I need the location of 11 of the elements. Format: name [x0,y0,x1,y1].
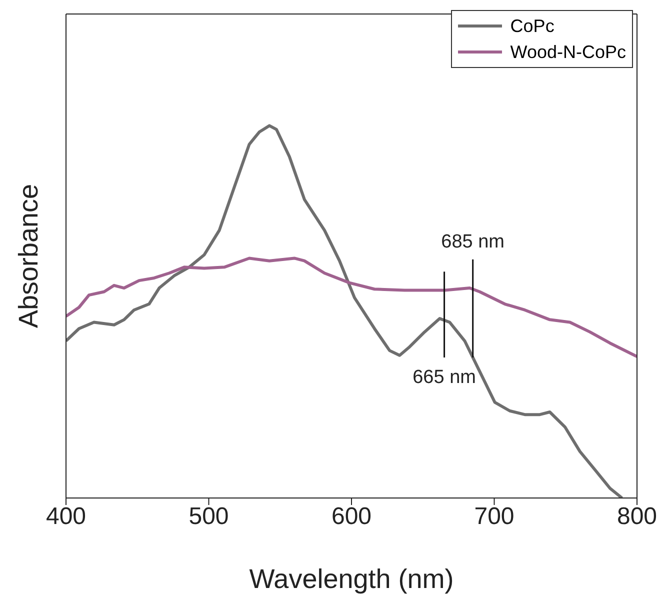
legend-label: Wood-N-CoPc [510,41,626,64]
x-tick-label: 700 [474,503,514,530]
y-axis-title: Absorbance [14,184,44,328]
ref-line-label: 665 nm [412,366,476,388]
x-axis-title: Wavelength (nm) [249,564,454,594]
x-tick-label: 400 [46,503,86,530]
legend-label: CoPc [510,15,554,38]
x-tick-label: 600 [331,503,372,530]
x-tick-label: 800 [616,503,658,530]
ref-line-label: 685 nm [441,231,505,252]
x-tick-label: 500 [188,503,229,530]
